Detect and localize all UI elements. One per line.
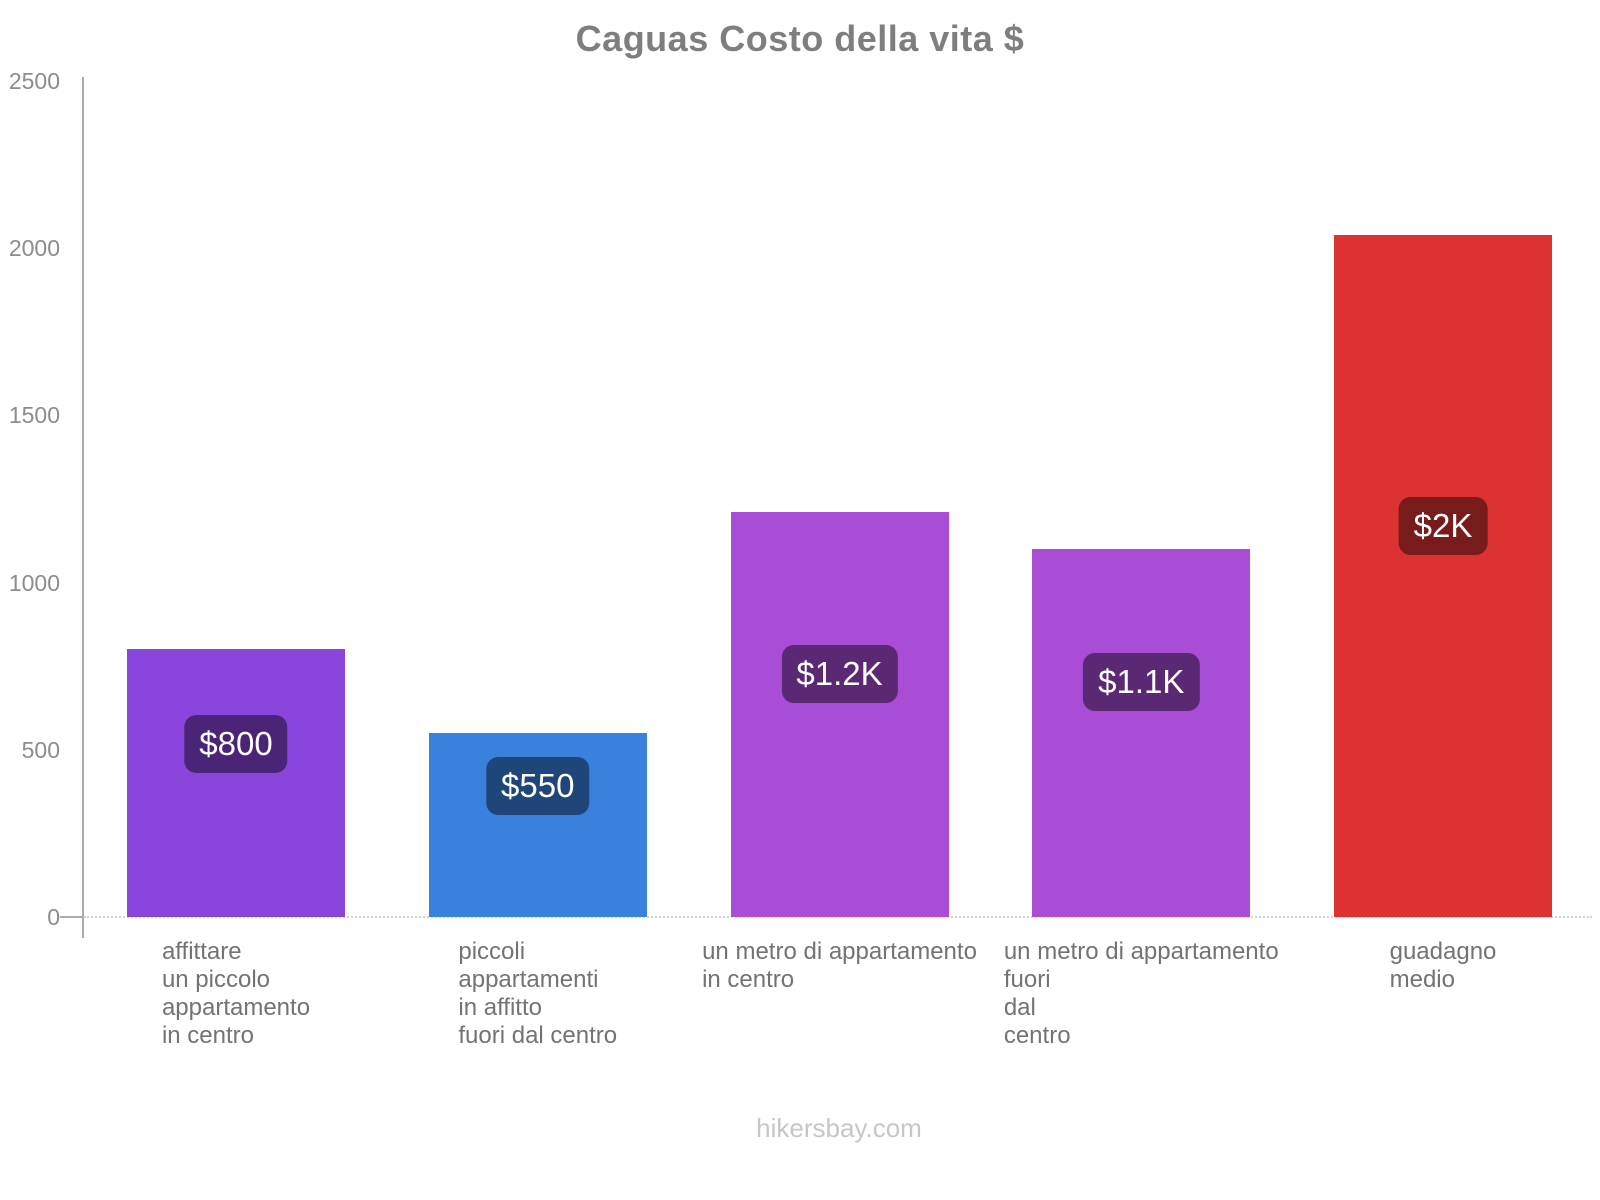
y-tick-label: 2000 xyxy=(8,235,60,262)
category-label-line: un metro di appartamento xyxy=(1003,938,1279,965)
y-tick-label: 1000 xyxy=(8,569,60,596)
bar-2[interactable] xyxy=(428,733,647,917)
value-label: $2K xyxy=(1398,497,1488,556)
category-label-line: appartamenti xyxy=(458,966,599,993)
category-label-line: medio xyxy=(1389,966,1455,993)
category-label-line: in affitto xyxy=(458,994,542,1021)
y-tick-label: 1500 xyxy=(8,402,60,429)
category-label-line: dal xyxy=(1003,994,1036,1021)
bar-3[interactable] xyxy=(730,512,949,917)
category-label-line: un piccolo xyxy=(161,966,271,993)
category-label-line: affittare xyxy=(161,938,242,965)
category-label: affittare un piccolo appartamento in centro xyxy=(162,938,310,1050)
category-label: un metro di appartamento fuori dal centro xyxy=(1004,938,1279,1050)
category-label-line: centro xyxy=(1003,1022,1071,1049)
category-label-line: in centro xyxy=(702,966,795,993)
y-tick-label: 0 xyxy=(47,904,60,930)
x-axis-baseline xyxy=(84,916,1592,918)
value-label: $1.1K xyxy=(1083,652,1200,711)
category-label: piccoli appartamenti in affitto fuori dal c… xyxy=(458,938,617,1050)
y-axis-zero-tick xyxy=(60,916,82,918)
value-label: $1.2K xyxy=(781,645,898,704)
value-label: $550 xyxy=(486,757,590,816)
category-label: un metro di appartamento in centro xyxy=(702,938,977,994)
category-label-line: un metro di appartamento xyxy=(702,938,977,965)
y-tick-label: 2500 xyxy=(8,68,60,94)
category-label-line: fuori dal centro xyxy=(458,1022,618,1049)
category-label-line: fuori xyxy=(1003,966,1051,993)
category-label-line: guadagno xyxy=(1389,938,1497,965)
chart-title: Caguas Costo della vita $ xyxy=(575,18,1025,59)
category-label-line: in centro xyxy=(161,1022,255,1049)
credits-link[interactable]: hikersbay.com xyxy=(756,1113,922,1143)
y-axis-line xyxy=(82,77,84,938)
category-label-line: appartamento xyxy=(161,994,311,1021)
bar-5[interactable] xyxy=(1334,234,1552,917)
y-tick-label: 500 xyxy=(21,736,60,763)
category-label: guadagno medio xyxy=(1390,938,1497,994)
bar-1[interactable] xyxy=(127,649,345,917)
bar-4[interactable] xyxy=(1032,549,1251,917)
value-label: $800 xyxy=(184,715,288,774)
category-label-line: piccoli xyxy=(458,938,526,965)
